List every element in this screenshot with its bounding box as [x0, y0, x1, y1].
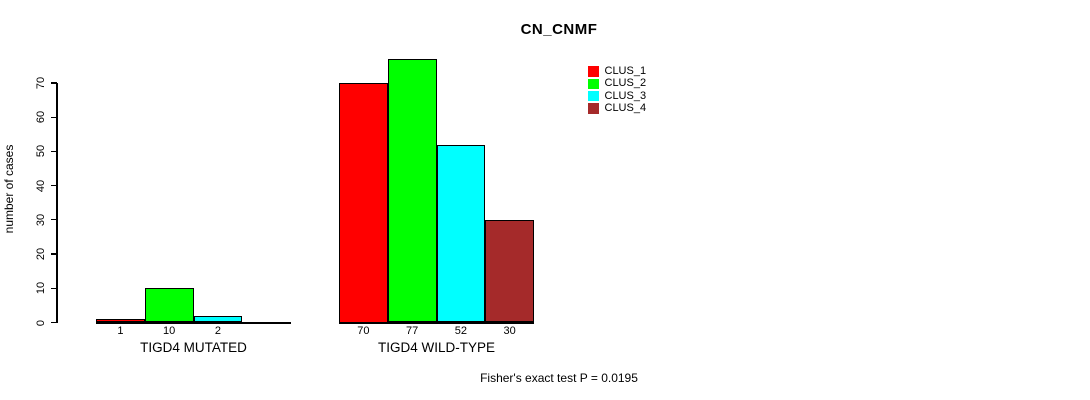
- bar-clus_1: [96, 319, 145, 323]
- bar-value-label: 2: [214, 325, 221, 337]
- legend-swatch-clus_4: [588, 103, 599, 114]
- y-axis-line: [56, 83, 58, 323]
- bar-clus_3: [436, 144, 486, 323]
- y-tick-label: 40: [35, 179, 47, 192]
- y-tick-mark: [50, 321, 57, 324]
- legend-swatch-clus_3: [588, 90, 599, 102]
- bar-value-label: 30: [503, 325, 516, 337]
- group-label: TIGD4 WILD-TYPE: [377, 340, 495, 355]
- y-tick-mark: [50, 185, 57, 187]
- legend-label: CLUS_1: [604, 65, 647, 77]
- y-tick-label: 50: [35, 145, 47, 158]
- group-label: TIGD4 MUTATED: [140, 340, 247, 355]
- bar-value-label: 52: [454, 325, 467, 337]
- y-axis-label: number of cases: [2, 144, 16, 234]
- bar-clus_1: [339, 83, 388, 323]
- legend-swatch-clus_1: [588, 66, 599, 77]
- bar-clus_4: [485, 219, 534, 323]
- bar-clus_2: [144, 288, 194, 323]
- y-tick-label: 60: [35, 111, 47, 124]
- y-tick-mark: [50, 219, 57, 221]
- legend-row: CLUS_3: [588, 89, 647, 102]
- chart-title: CN_CNMF: [520, 21, 598, 38]
- bar-clus_3: [193, 315, 243, 323]
- legend-label: CLUS_2: [604, 77, 647, 90]
- x-axis-baseline: [339, 321, 534, 324]
- bar-clus_2: [387, 59, 437, 323]
- bar-value-label: 77: [406, 325, 419, 337]
- annotation-text: Fisher's exact test P = 0.0195: [480, 371, 638, 385]
- y-tick-mark: [50, 150, 57, 153]
- bar-value-label: 1: [117, 325, 124, 337]
- legend-row: CLUS_2: [588, 77, 647, 90]
- y-tick-mark: [50, 287, 57, 289]
- y-tick-label: 20: [35, 247, 47, 261]
- x-axis-baseline: [96, 321, 291, 324]
- bar-value-label: 10: [163, 325, 176, 337]
- legend-label: CLUS_3: [604, 89, 647, 102]
- y-tick-label: 70: [35, 76, 47, 90]
- y-tick-mark: [50, 253, 57, 255]
- y-tick-mark: [50, 82, 57, 84]
- legend-row: CLUS_4: [588, 101, 647, 114]
- y-tick-label: 0: [35, 319, 47, 326]
- legend-row: CLUS_1: [588, 66, 646, 77]
- y-tick-mark: [50, 116, 57, 118]
- bar-value-label: 70: [357, 325, 370, 337]
- legend-label: CLUS_4: [604, 101, 647, 114]
- y-tick-label: 30: [35, 213, 47, 226]
- y-tick-label: 10: [35, 282, 47, 295]
- legend-swatch-clus_2: [588, 78, 599, 90]
